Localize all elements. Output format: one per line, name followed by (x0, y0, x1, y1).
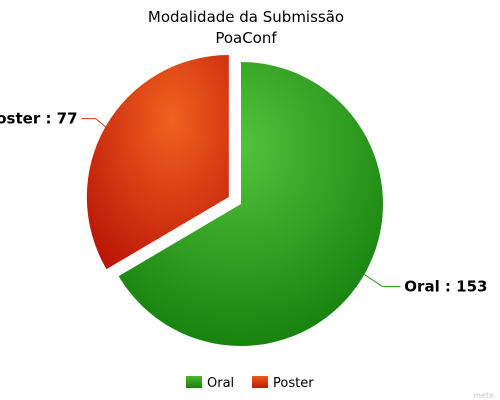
slice-leader-lines (81, 118, 401, 287)
pie-slices (86, 55, 383, 346)
slice-oral (118, 62, 383, 346)
legend-label-poster: Poster (273, 376, 314, 391)
slice-poster (86, 55, 229, 270)
chart-subtitle: PoaConf (215, 29, 277, 47)
chart-title: Modalidade da Submissão (148, 8, 344, 26)
legend-label-oral: Oral (207, 376, 234, 391)
slice-label-poster: Poster : 77 (0, 110, 78, 128)
legend: Oral Poster (186, 376, 314, 391)
watermark-text: mete (473, 391, 494, 400)
leader-line-poster (81, 118, 106, 128)
slice-label-oral: Oral : 153 (404, 277, 487, 295)
slice-labels: Oral : 153 Poster : 77 (0, 110, 487, 296)
legend-swatch-oral (186, 376, 202, 388)
legend-swatch-poster (252, 376, 268, 388)
leader-line-oral (364, 274, 401, 287)
